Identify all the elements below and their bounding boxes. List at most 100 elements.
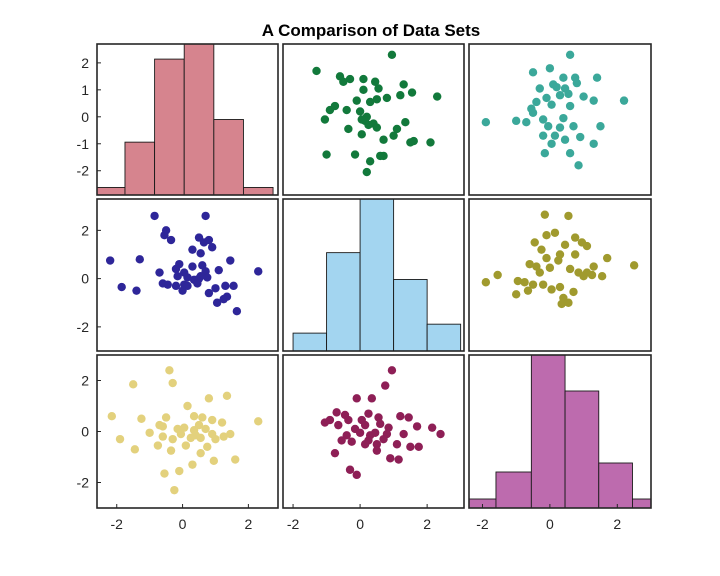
scatter-point: [557, 299, 566, 309]
scatter-point: [130, 445, 140, 454]
scatter-point: [372, 446, 382, 455]
scatter-point: [360, 440, 370, 449]
scatter-point: [232, 306, 242, 316]
scatter-point: [513, 276, 523, 286]
scatter-point: [207, 243, 217, 252]
scatter-point: [203, 273, 212, 282]
scatter-point: [555, 123, 565, 132]
scatter-point: [374, 413, 383, 422]
scatter-point: [189, 412, 199, 421]
scatter-point: [579, 92, 588, 101]
scatter-point: [370, 428, 380, 437]
scatter-point: [231, 455, 240, 464]
scatter-point: [538, 131, 548, 140]
scatter-point: [432, 92, 442, 101]
histogram-bar: [359, 199, 395, 351]
scatter-point: [538, 280, 548, 289]
panel-frame: [468, 354, 652, 509]
scatter-point: [547, 100, 556, 109]
scatter-point: [203, 442, 212, 451]
panel-content: [292, 199, 462, 351]
scatter-point: [481, 278, 491, 287]
scatter-point: [570, 250, 580, 259]
scatter-point: [180, 423, 189, 432]
y-tick-label: 2: [81, 373, 89, 389]
histogram-bar: [632, 498, 651, 508]
scatter-point: [379, 135, 388, 144]
scatter-point: [221, 281, 230, 291]
scatter-point: [211, 434, 220, 444]
scatter-point: [352, 470, 361, 480]
scatter-point: [535, 84, 544, 93]
scatter-point: [569, 122, 578, 131]
scatter-point: [198, 413, 207, 422]
panel-content: [107, 366, 263, 495]
y-tick-label: -2: [77, 319, 90, 335]
scatter-point: [597, 272, 607, 281]
scatter-point: [587, 270, 597, 280]
panel-r0-c2: [468, 43, 652, 196]
scatter-point: [376, 419, 385, 429]
scatter-point: [145, 428, 154, 437]
panel-content: [481, 50, 629, 170]
scatter-point: [565, 149, 575, 158]
scatter-point: [217, 418, 227, 427]
scatter-point: [337, 436, 346, 445]
scatter-point: [386, 454, 395, 463]
scatter-point: [372, 123, 382, 132]
scatter-point: [342, 105, 351, 115]
scatter-point: [560, 240, 570, 250]
scatter-point: [181, 441, 191, 450]
scatter-point: [367, 394, 377, 403]
scatter-point: [399, 80, 408, 89]
scatter-point: [117, 282, 126, 292]
histogram-bar: [469, 498, 497, 508]
scatter-point: [153, 441, 163, 450]
scatter-point: [355, 428, 365, 437]
scatter-point: [194, 420, 204, 430]
panel-frame: [96, 43, 279, 196]
panel-r1-c2: [468, 198, 652, 352]
scatter-point: [540, 149, 550, 158]
scatter-point: [212, 298, 222, 307]
scatter-point: [347, 437, 356, 446]
panel-content: [97, 44, 274, 195]
scatter-point: [344, 124, 353, 134]
scatter-point: [364, 409, 373, 418]
scatter-point: [392, 124, 402, 134]
scatter-point: [579, 272, 588, 281]
scatter-point: [339, 77, 348, 86]
x-tick-label: 0: [179, 516, 187, 532]
scatter-point: [555, 91, 565, 100]
scatter-point: [365, 157, 375, 166]
scatter-point: [334, 420, 343, 430]
scatter-point: [163, 280, 172, 289]
scatter-point: [564, 298, 573, 307]
scatter-point: [522, 117, 531, 127]
scatter-point: [589, 262, 598, 271]
scatter-point: [592, 73, 602, 82]
scatter-point: [193, 279, 202, 288]
panel-r1-c0: [96, 198, 279, 352]
scatter-point: [481, 117, 491, 127]
scatter-point: [207, 415, 217, 425]
panel-content: [481, 210, 639, 309]
scatter-point: [209, 456, 219, 466]
scatter-point: [565, 50, 575, 59]
histogram-bar: [154, 58, 185, 195]
scatter-point: [214, 265, 223, 275]
scatter-point: [357, 130, 366, 139]
scatter-point: [362, 167, 371, 177]
panel-frame: [282, 198, 465, 352]
scatter-point: [365, 97, 375, 107]
panel-frame: [282, 43, 465, 196]
scatter-point: [105, 256, 115, 265]
scatter-point: [399, 429, 408, 439]
scatter-point: [150, 211, 159, 221]
scatter-point: [574, 161, 583, 170]
y-tick-label: 1: [81, 82, 89, 98]
scatter-point: [547, 285, 556, 294]
scatter-point: [320, 418, 330, 427]
scatter-point: [535, 268, 544, 277]
